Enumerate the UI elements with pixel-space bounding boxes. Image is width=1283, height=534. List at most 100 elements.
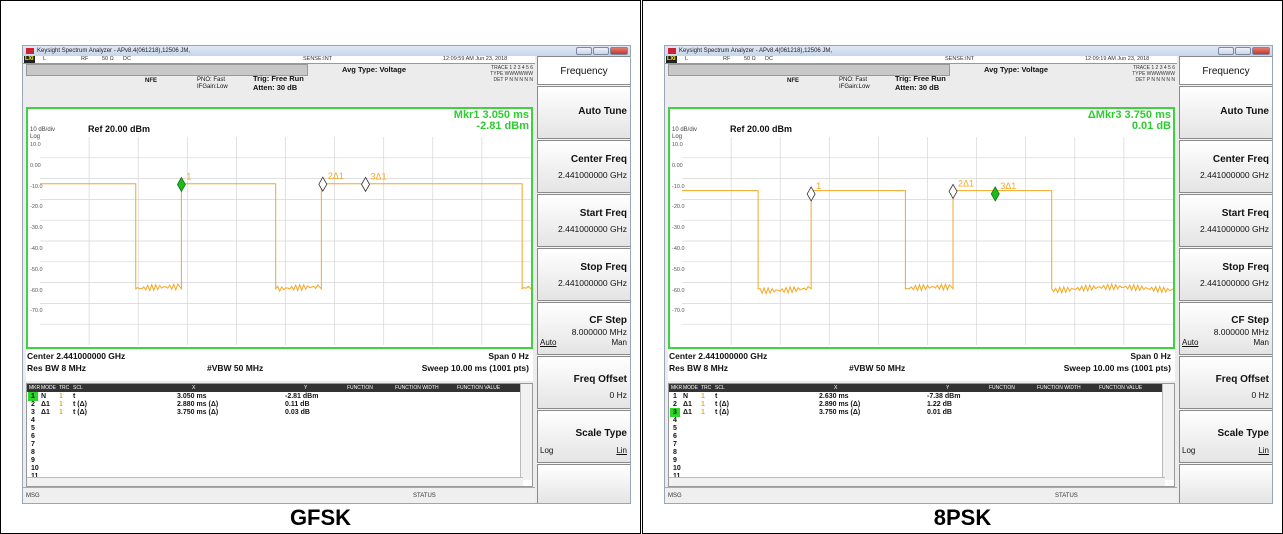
y-tick-label: -70.0 — [672, 308, 685, 315]
scale-type-label: Scale Type — [575, 428, 627, 439]
status-label: STATUS — [413, 493, 436, 499]
marker-1-icon[interactable] — [176, 176, 186, 193]
scale-type-softkey[interactable]: Scale Type Log Lin — [537, 410, 630, 463]
marker-table-row[interactable]: 11 — [27, 472, 521, 481]
marker-trace: 1 — [59, 393, 63, 400]
strip-sense: SENSE:INT — [303, 56, 333, 62]
table-vertical-scrollbar[interactable] — [1162, 384, 1174, 480]
freq-offset-label: Freq Offset — [1215, 374, 1269, 385]
marker-x: 2.890 ms (Δ) — [819, 401, 861, 408]
marker-x: 3.050 ms — [177, 393, 207, 400]
marker-table-row[interactable]: 7 — [27, 440, 521, 449]
marker-number: 2 — [31, 401, 35, 408]
marker-trace: 1 — [701, 393, 705, 400]
start-freq-softkey[interactable]: Start Freq 2.441000000 GHz — [1179, 194, 1272, 247]
marker-table-row[interactable]: 7 — [669, 440, 1163, 449]
marker-table-row[interactable]: 11 — [669, 472, 1163, 481]
auto-tune-softkey[interactable]: Auto Tune — [1179, 86, 1272, 139]
y-tick-label: -60.0 — [30, 287, 43, 294]
marker-number: 1 — [28, 392, 38, 401]
marker-table-row[interactable]: 5 — [27, 424, 521, 433]
marker-table-row[interactable]: 8 — [669, 448, 1163, 457]
marker-number: 2 — [673, 401, 677, 408]
marker-table-row[interactable]: 8 — [27, 448, 521, 457]
col-function-width: FUNCTION WIDTH — [1037, 385, 1081, 391]
marker-number: 8 — [31, 449, 35, 456]
strip-ohm: 50 Ω — [744, 56, 756, 62]
marker-table-row[interactable]: 6 — [669, 432, 1163, 441]
marker-table-row[interactable]: 2 Δ1 1 t (Δ) 2.890 ms (Δ) 1.22 dB — [669, 400, 1163, 409]
y-tick-label: 0.00 — [30, 162, 41, 169]
y-tick-label: -30.0 — [30, 225, 43, 232]
center-freq-readout: Center 2.441000000 GHz — [669, 351, 768, 361]
marker-table-row[interactable]: 1 N 1 t 3.050 ms -2.81 dBm — [27, 392, 521, 401]
marker-table-row[interactable]: 1 N 1 t 2.630 ms -7.38 dBm — [669, 392, 1163, 401]
y-tick-label: -40.0 — [672, 246, 685, 252]
marker-mode: Δ1 — [683, 401, 692, 408]
col-function: FUNCTION — [989, 385, 1015, 391]
auto-tune-softkey[interactable]: Auto Tune — [537, 86, 630, 139]
start-freq-softkey[interactable]: Start Freq 2.441000000 GHz — [537, 194, 630, 247]
marker-table-row[interactable]: 3 Δ1 1 t (Δ) 3.750 ms (Δ) 0.01 dB — [669, 408, 1163, 417]
vbw-readout: #VBW 50 MHz — [849, 363, 906, 373]
cf-step-softkey[interactable]: CF Step 8.000000 MHz Auto Man — [1179, 302, 1272, 355]
start-freq-value: 2.441000000 GHz — [558, 224, 627, 234]
table-horizontal-scrollbar[interactable] — [27, 477, 523, 486]
marker-2-icon[interactable] — [318, 176, 328, 193]
softkey-panel: Frequency Auto Tune Center Freq 2.441000… — [1179, 56, 1272, 503]
cf-step-softkey[interactable]: CF Step 8.000000 MHz Auto Man — [537, 302, 630, 355]
status-strip: LXI L RF 50 Ω DC SENSE:INT 12:09:19 AM J… — [665, 56, 1177, 64]
marker-table-row[interactable]: 4 — [27, 416, 521, 425]
msg-label: MSG — [668, 493, 682, 499]
marker-number: 4 — [31, 417, 35, 424]
marker-table-row[interactable]: 10 — [669, 464, 1163, 473]
modulation-caption: 8PSK — [933, 505, 992, 530]
marker-scale: t (Δ) — [715, 401, 729, 408]
scale-type-softkey[interactable]: Scale Type Log Lin — [1179, 410, 1272, 463]
marker-table-row[interactable]: 9 — [27, 456, 521, 465]
col-scl: SCL — [715, 385, 725, 391]
close-button[interactable] — [1252, 47, 1270, 55]
marker-table-row[interactable]: 4 — [669, 416, 1163, 425]
freq-offset-softkey[interactable]: Freq Offset 0 Hz — [1179, 356, 1272, 409]
maximize-button[interactable] — [1235, 47, 1251, 55]
entry-area — [668, 64, 950, 76]
window-title: Keysight Spectrum Analyzer - APv8.4(0612… — [37, 48, 191, 54]
marker-table-row[interactable]: 2 Δ1 1 t (Δ) 2.880 ms (Δ) 0.11 dB — [27, 400, 521, 409]
marker-3-icon[interactable] — [361, 176, 370, 193]
stop-freq-softkey[interactable]: Stop Freq 2.441000000 GHz — [1179, 248, 1272, 301]
scale-type-label: Scale Type — [1217, 428, 1269, 439]
marker-readout-line2: 0.01 dB — [1131, 120, 1171, 132]
blank-softkey[interactable] — [537, 464, 630, 503]
ifgain-label: IFGain:Low — [197, 84, 228, 90]
marker-3-icon[interactable] — [990, 186, 1000, 202]
center-freq-softkey[interactable]: Center Freq 2.441000000 GHz — [1179, 140, 1272, 193]
marker-1-icon[interactable] — [806, 186, 816, 202]
trace-row: TRACE 1 2 3 4 5 6 — [1133, 65, 1175, 71]
strip-rf: RF — [723, 56, 731, 62]
app-icon — [26, 48, 34, 54]
marker-y: -7.38 dBm — [927, 393, 961, 400]
minimize-button[interactable] — [1218, 47, 1234, 55]
blank-softkey[interactable] — [1179, 464, 1272, 503]
table-horizontal-scrollbar[interactable] — [669, 477, 1165, 486]
freq-offset-softkey[interactable]: Freq Offset 0 Hz — [537, 356, 630, 409]
marker-number: 11 — [31, 472, 38, 481]
marker-table-row[interactable]: 5 — [669, 424, 1163, 433]
marker-table-row[interactable]: 9 — [669, 456, 1163, 465]
center-freq-softkey[interactable]: Center Freq 2.441000000 GHz — [537, 140, 630, 193]
marker-table-row[interactable]: 6 — [27, 432, 521, 441]
trace-plot[interactable]: Mkr1 3.050 ms -2.81 dBm 10 dB/div Log Re… — [26, 107, 533, 349]
close-button[interactable] — [610, 47, 628, 55]
trace-plot[interactable]: ΔMkr3 3.750 ms 0.01 dB 10 dB/div Log Ref… — [668, 107, 1175, 349]
app-icon — [668, 48, 676, 54]
marker-2-icon[interactable] — [948, 183, 958, 200]
stop-freq-softkey[interactable]: Stop Freq 2.441000000 GHz — [537, 248, 630, 301]
marker-table-row[interactable]: 3 Δ1 1 t (Δ) 3.750 ms (Δ) 0.03 dB — [27, 408, 521, 417]
table-vertical-scrollbar[interactable] — [520, 384, 532, 480]
marker-table-row[interactable]: 10 — [27, 464, 521, 473]
maximize-button[interactable] — [593, 47, 609, 55]
col-trc: TRC — [59, 385, 70, 391]
trig-label: Trig: Free Run — [253, 74, 304, 83]
minimize-button[interactable] — [576, 47, 592, 55]
